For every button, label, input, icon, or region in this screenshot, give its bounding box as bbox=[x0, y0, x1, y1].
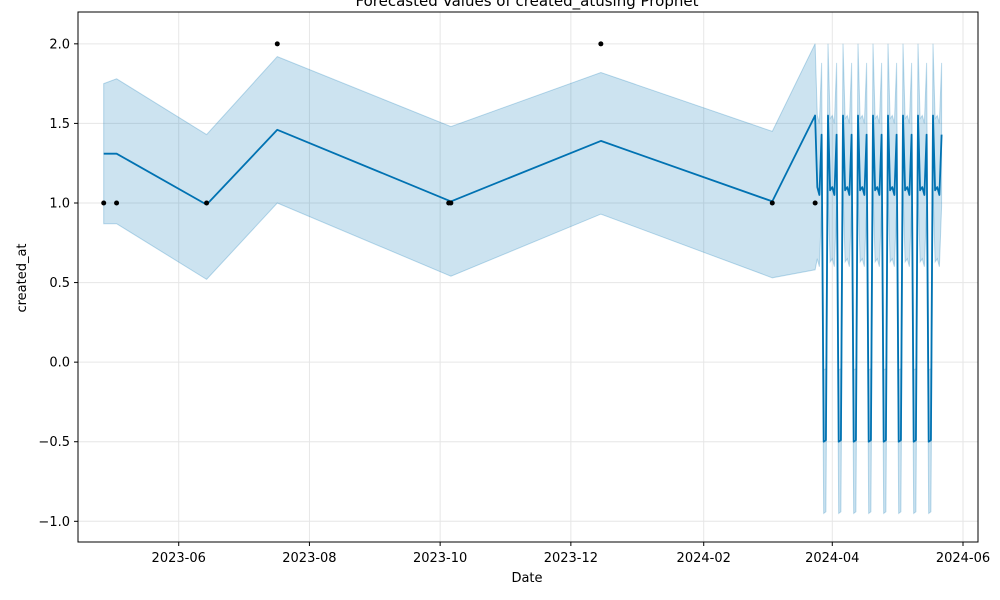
observed-point bbox=[812, 200, 818, 206]
x-axis-ticks: 2023-06 2023-08 2023-10 2023-12 2024-02 2024-… bbox=[152, 542, 990, 566]
x-tick-label: 2024-06 bbox=[936, 551, 990, 566]
observed-point bbox=[448, 200, 454, 206]
x-tick-label: 2024-04 bbox=[805, 551, 859, 566]
observed-point bbox=[274, 41, 280, 47]
observed-point bbox=[101, 200, 107, 206]
y-tick-label: −0.5 bbox=[38, 435, 70, 450]
uncertainty-band bbox=[103, 43, 943, 515]
observed-point bbox=[598, 41, 604, 47]
y-tick-label: 1.0 bbox=[49, 196, 70, 211]
y-axis-ticks: −1.0 −0.5 0.0 0.5 1.0 1.5 2.0 bbox=[38, 37, 78, 530]
observed-point bbox=[769, 200, 775, 206]
observed-point bbox=[204, 200, 210, 206]
x-axis-label: Date bbox=[511, 571, 542, 586]
x-tick-label: 2023-08 bbox=[282, 551, 336, 566]
observed-point bbox=[114, 200, 120, 206]
y-tick-label: −1.0 bbox=[38, 515, 70, 530]
chart-title: Forecasted Values of created_atusing Pro… bbox=[356, 0, 699, 11]
y-tick-label: 1.5 bbox=[49, 117, 70, 132]
y-tick-label: 2.0 bbox=[49, 37, 70, 52]
y-axis-label: created_at bbox=[15, 243, 30, 312]
x-tick-label: 2023-12 bbox=[544, 551, 598, 566]
observed-points bbox=[101, 41, 818, 206]
x-tick-label: 2023-10 bbox=[413, 551, 467, 566]
uncertainty-band-area bbox=[103, 43, 943, 515]
x-tick-label: 2023-06 bbox=[152, 551, 206, 566]
forecast-line bbox=[103, 114, 943, 443]
plot-frame bbox=[77, 11, 979, 543]
forecast-line-group bbox=[103, 114, 943, 443]
y-tick-label: 0.0 bbox=[49, 356, 70, 371]
y-tick-label: 0.5 bbox=[49, 276, 70, 291]
x-tick-label: 2024-02 bbox=[677, 551, 731, 566]
